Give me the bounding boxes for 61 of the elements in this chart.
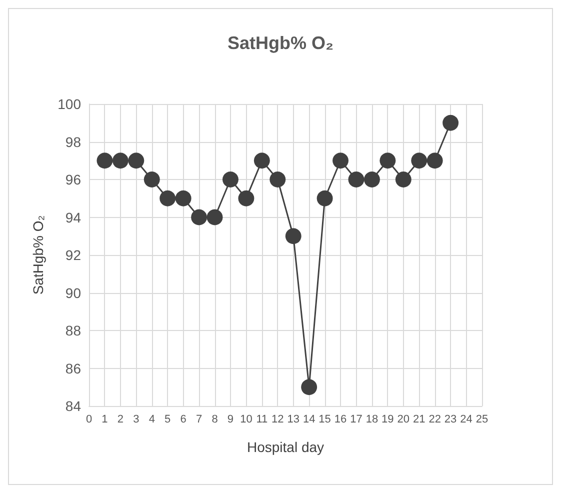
- point: [442, 114, 459, 131]
- y-tick-label: 90: [65, 284, 82, 301]
- y-tick-label: 88: [65, 322, 82, 338]
- x-tick-label: 17: [350, 414, 362, 426]
- point: [128, 152, 144, 169]
- x-tick-label: 13: [287, 414, 300, 426]
- x-tick-label: 11: [256, 414, 268, 426]
- chart-title: SatHgb% O₂: [227, 33, 334, 53]
- point: [112, 152, 128, 169]
- point: [160, 190, 176, 206]
- point: [348, 172, 364, 188]
- x-tick-label: 7: [196, 414, 202, 426]
- x-tick-label: 24: [460, 414, 472, 426]
- point: [364, 172, 380, 188]
- x-tick-label: 21: [412, 414, 426, 426]
- y-tick-label: 84: [65, 398, 82, 414]
- point: [270, 172, 286, 188]
- x-tick-label: 1: [102, 414, 108, 426]
- x-tick-label: 5: [164, 414, 171, 426]
- x-tick-label: 15: [318, 414, 331, 426]
- x-tick-label: 14: [302, 414, 316, 426]
- y-tick-label: 100: [58, 96, 82, 112]
- point: [285, 228, 302, 244]
- point: [411, 152, 428, 169]
- point: [222, 172, 238, 188]
- x-tick-label: 3: [133, 414, 140, 426]
- x-tick-label: 19: [382, 414, 394, 426]
- y-tick-label: 92: [65, 247, 82, 263]
- x-tick-label: 16: [334, 414, 347, 426]
- x-tick-label: 18: [366, 414, 378, 426]
- point: [380, 152, 396, 169]
- point: [426, 152, 443, 169]
- y-tick-label: 96: [65, 172, 82, 188]
- x-tick-label: 10: [240, 414, 252, 426]
- x-tick-label: 20: [397, 414, 410, 426]
- point: [206, 209, 223, 226]
- point: [332, 152, 349, 169]
- x-tick-label: 4: [148, 414, 155, 426]
- point: [238, 190, 254, 206]
- x-tick-label: 6: [180, 414, 186, 426]
- x-tick-label: 9: [227, 414, 234, 426]
- y-tick-label: 98: [65, 134, 82, 150]
- y-tick-label: 86: [65, 360, 82, 376]
- point: [96, 152, 113, 169]
- x-tick-label: 8: [212, 414, 218, 426]
- x-tick-label: 22: [428, 414, 441, 426]
- x-tick-label: 12: [272, 414, 284, 426]
- x-tick-label: 25: [476, 414, 488, 426]
- y-axis-title: SatHgb% O₂: [30, 215, 46, 295]
- point: [395, 172, 412, 188]
- x-tick-label: 23: [444, 414, 457, 426]
- point: [144, 172, 160, 188]
- x-tick-label: 2: [117, 414, 124, 426]
- point: [301, 379, 318, 396]
- point: [316, 190, 333, 206]
- y-tick-label: 94: [65, 209, 82, 226]
- x-axis-title: Hospital day: [246, 439, 324, 455]
- point: [254, 152, 270, 169]
- point: [191, 209, 208, 226]
- x-tick-label: 0: [86, 414, 92, 426]
- point: [175, 190, 192, 206]
